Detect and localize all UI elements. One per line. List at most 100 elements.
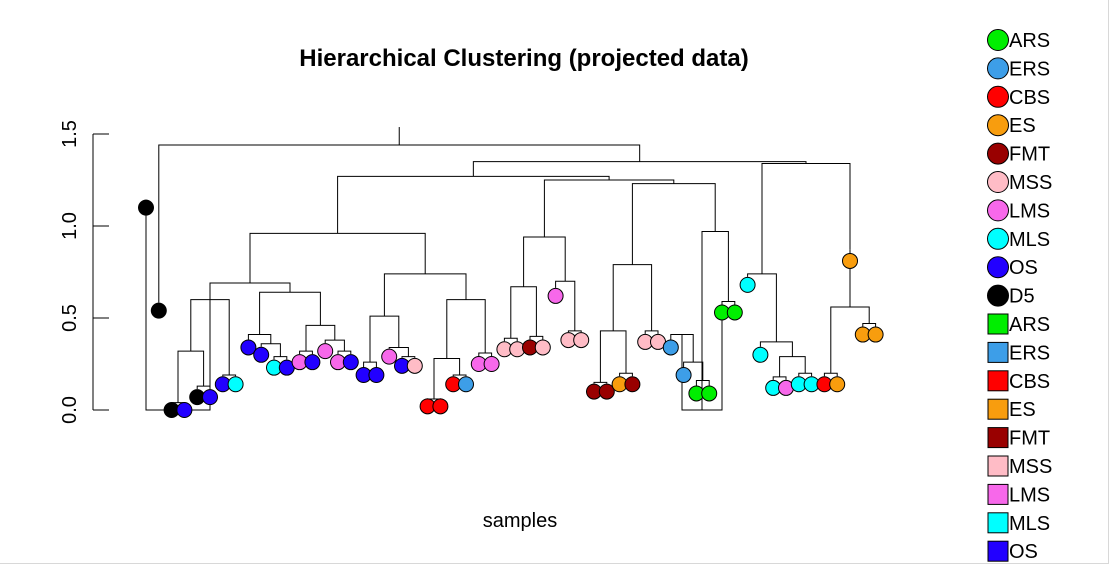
dendrogram-branch [222,374,237,377]
legend-label: D5 [1009,286,1035,308]
dendrogram-branch [299,350,313,355]
dendrogram-branch [701,231,729,410]
y-tick-label: 1.0 [59,212,81,240]
leaf-markers [138,199,884,418]
leaf-point-lms [381,348,398,365]
dendrogram-branch [644,330,659,334]
dendrogram-branch [862,323,877,327]
legend-circle-d5 [987,284,1009,307]
dendrogram-branch [478,352,493,356]
legend-label: ERS [1009,58,1050,80]
leaf-point-ars [701,385,718,402]
dendrogram-branch [273,356,288,360]
legend-circle-mss [987,171,1009,193]
dendrogram-branch [472,161,807,177]
legend-label: MLS [1009,513,1050,535]
leaf-point-mls [752,346,769,363]
dendrogram-branch [772,376,787,380]
leaf-point-os [240,339,257,356]
dendrogram-branch [543,179,675,238]
dendrogram-branch [612,264,653,331]
leaf-point-os [304,354,321,371]
dendrogram-branch [337,175,610,234]
legend-label: FMT [1009,144,1050,166]
leaf-point-mls [227,376,244,393]
dendrogram-branch [249,232,426,284]
leaf-point-es [867,326,884,343]
dendrogram-branch [631,183,716,265]
leaf-point-os [342,354,359,371]
dendrogram-branch [196,385,211,390]
leaf-point-lms [317,343,334,360]
dendrogram-branch [798,372,813,377]
dendrogram-branch [337,350,352,355]
legend-label: CBS [1009,371,1050,393]
legend-square-mls [987,512,1009,534]
legend-circle-ars [987,29,1009,51]
dendrogram-branch [619,372,633,377]
legend-circle-cbs [987,85,1009,108]
dendrogram-branch [209,282,291,300]
leaf-point-os [368,367,385,384]
y-tick-label: 0.0 [59,396,81,424]
legend-square-mss [987,455,1009,477]
legend-label: OS [1009,257,1038,279]
legend-circle-ers [987,57,1009,80]
legend-circle-lms [987,199,1009,222]
leaf-point-es [842,252,858,269]
legend-label: MLS [1009,229,1050,251]
legend-label: MSS [1009,172,1052,194]
dendrogram-branch [446,299,486,359]
legend-square-fmt [987,427,1009,449]
dendrogram-branch [721,300,736,305]
legend-label: ERS [1009,342,1050,364]
leaf-point-fmt [624,376,641,393]
leaf-point-mss [573,332,590,349]
dendrogram-branch [779,356,806,377]
legend-label: FMT [1009,428,1050,450]
dendrogram-branch [503,337,518,342]
legend-label: ARS [1009,314,1050,336]
leaf-point-mls [739,276,756,293]
legend-circle-os [987,256,1009,279]
y-tick-label: 0.5 [59,304,81,332]
dendrogram-branch [452,374,467,377]
leaf-point-os [202,389,218,406]
legend-circle-fmt [987,142,1009,165]
leaf-point-fmt [598,383,615,400]
dendrogram-branch [593,381,608,384]
dendrogram-branch [383,273,467,317]
leaf-point-os [176,402,193,418]
leaf-point-lms [547,287,564,304]
dendrogram-branch [401,356,416,358]
leaf-point-ers [662,339,679,356]
leaf-point-d5 [138,199,154,216]
legend-square-ars [987,313,1009,335]
dendrogram-branch [695,380,710,386]
leaf-point-ars [726,304,743,321]
dendrogram-branch [529,335,544,340]
dendrogram-branch [567,330,582,333]
y-axis: 0.0 0.5 1.0 1.5 [59,120,109,424]
chart-title: Hierarchical Clustering (projected data) [299,45,748,72]
dendrogram-lines [145,127,877,411]
legend-label: OS [1009,541,1038,563]
legend-circle-es [987,114,1009,137]
x-axis-label: samples [483,510,557,532]
leaf-point-d5 [150,302,167,319]
dendrogram-branch [761,162,851,274]
leaf-point-mss [534,339,551,356]
leaf-point-ers [458,376,474,393]
legend-label: ES [1009,115,1036,137]
legend-label: MSS [1009,456,1052,478]
leaf-point-lms [483,356,500,372]
dendrogram-branch [259,291,321,335]
dendrogram-branch [599,330,627,383]
legend-label: ES [1009,399,1036,421]
dendrogram-branch [158,144,641,303]
legend-square-lms [987,483,1009,505]
legend-label: CBS [1009,87,1050,109]
leaf-point-cbs [432,398,449,415]
